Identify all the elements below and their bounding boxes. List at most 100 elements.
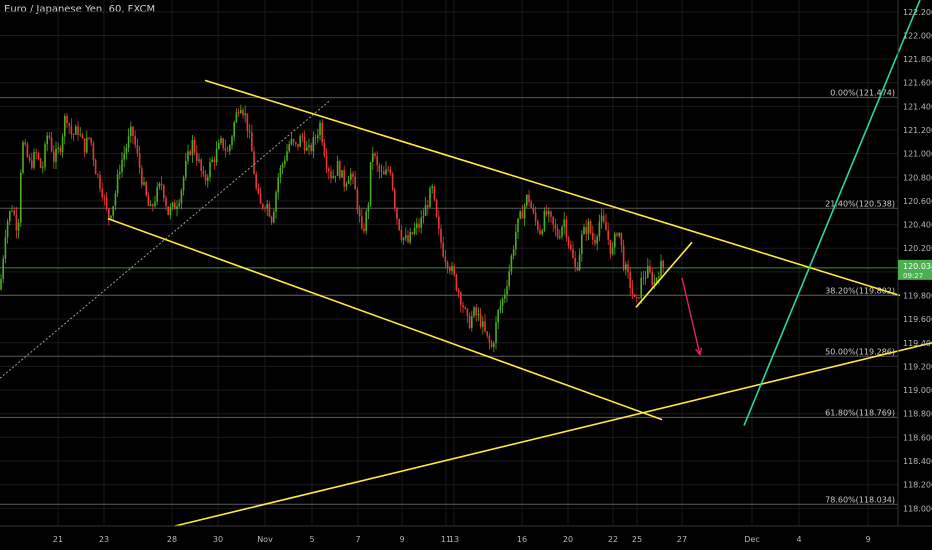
candle-body [42, 167, 44, 168]
candle-body [539, 229, 541, 234]
candle-body [180, 190, 183, 204]
candle-body [420, 217, 422, 228]
candle-body [567, 237, 570, 245]
candle-body [64, 116, 66, 137]
current-price-value: 120.034 [903, 262, 932, 271]
candle-body [497, 309, 499, 323]
candle-body [515, 232, 517, 250]
candle-body [211, 159, 213, 163]
candle-body [532, 207, 535, 213]
candle-body [61, 136, 64, 153]
candle-body [495, 322, 497, 344]
price-tick-label: 118.200 [903, 481, 932, 490]
candle-body [662, 260, 664, 269]
candle-body [251, 132, 253, 152]
candle-body [279, 167, 282, 178]
candle-body [572, 249, 574, 259]
candle-body [424, 205, 427, 217]
candle-body [473, 307, 475, 317]
candle-body [233, 122, 235, 137]
candle-body [125, 147, 128, 154]
candle-body [9, 211, 11, 222]
candle-body [526, 194, 528, 206]
candle-body [196, 152, 198, 161]
candle-body [605, 221, 607, 231]
candle-body [409, 232, 411, 243]
candle-body [440, 228, 442, 243]
candle-body [266, 204, 268, 209]
trendline-drawings [0, 0, 932, 527]
candle-body [556, 228, 559, 238]
price-tick-label: 121.800 [903, 55, 932, 64]
candle-body [350, 173, 352, 180]
candle-body [523, 205, 526, 219]
candle-body [112, 206, 114, 216]
candle-body [66, 116, 68, 124]
candle-body [2, 258, 4, 279]
candle-body [20, 172, 22, 223]
candle-body [147, 195, 150, 207]
candle-body [550, 211, 552, 217]
candle-body [81, 134, 84, 139]
candle-body [50, 137, 53, 152]
candle-body [592, 232, 594, 240]
candle-body [378, 165, 381, 172]
candle-body [468, 315, 471, 329]
candle-body [277, 177, 279, 193]
candle-body [449, 268, 451, 271]
candle-body [477, 313, 480, 316]
candle-body [264, 207, 266, 209]
candle-body [314, 137, 317, 139]
candle-body [510, 255, 513, 272]
candle-body [565, 219, 568, 238]
candle-body [380, 171, 383, 173]
candle-body [537, 221, 539, 230]
time-tick-label: 28 [167, 535, 177, 544]
candle-body [44, 144, 46, 168]
candle-body [303, 137, 306, 151]
price-tick-label: 120.200 [903, 244, 932, 253]
candle-body [402, 237, 405, 240]
time-tick-label: 30 [213, 535, 223, 544]
candle-body [609, 239, 612, 254]
candle-body [28, 157, 31, 161]
candle-body [583, 227, 585, 235]
candle-body [11, 210, 13, 212]
fib-level-label: 50.00%(119.286) [825, 347, 895, 356]
price-tick-label: 119.000 [903, 386, 932, 395]
candle-body [262, 203, 264, 208]
candle-body [143, 182, 145, 185]
candle-body [416, 223, 418, 228]
candle-body [405, 235, 407, 238]
candle-body [105, 197, 108, 209]
candle-body [138, 153, 141, 169]
candle-body [581, 234, 583, 255]
fib-level-label: 38.20%(119.802) [825, 286, 895, 295]
candle-body [391, 173, 394, 190]
candle-body [77, 126, 79, 135]
candle-body [193, 139, 196, 153]
candle-body [231, 136, 233, 146]
candle-body [493, 343, 495, 347]
candle-body [512, 249, 515, 256]
candle-body [103, 197, 106, 198]
candle-body [374, 153, 376, 156]
candle-body [530, 201, 532, 208]
forecast-arrow [681, 277, 701, 355]
candle-body [152, 204, 154, 207]
candle-body [435, 199, 438, 217]
candle-body [204, 174, 207, 181]
candle-body [92, 143, 95, 160]
price-tick-label: 121.200 [903, 126, 932, 135]
candle-body [178, 203, 180, 207]
price-tick-label: 119.400 [903, 339, 932, 348]
candle-body [242, 109, 244, 116]
candle-body [90, 137, 92, 144]
candle-body [292, 139, 295, 143]
price-tick-label: 119.800 [903, 292, 932, 301]
candle-body [455, 274, 458, 291]
channel-lower-line [107, 217, 663, 421]
candle-body [607, 230, 609, 240]
fibonacci-retracement: 0.00%(121.474) 21.40%(120.538) 38.20%(119.… [0, 89, 898, 505]
